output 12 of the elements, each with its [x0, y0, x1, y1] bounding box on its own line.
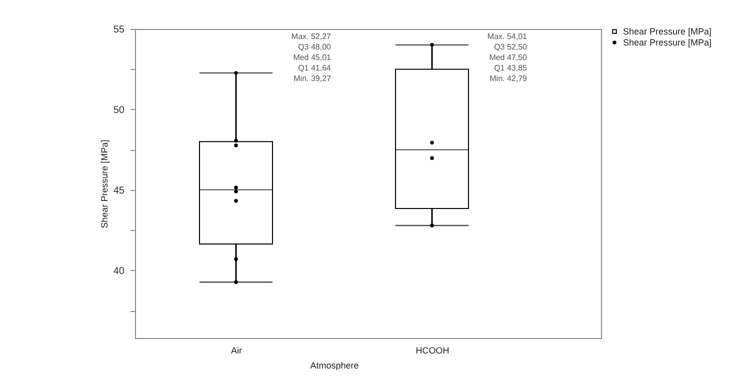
x-tick-label: HCOOH — [416, 346, 450, 356]
y-tick-label: 45 — [113, 185, 125, 196]
legend-label: Shear Pressure [MPa] — [623, 38, 712, 48]
y-tick-label: 50 — [113, 104, 125, 116]
y-tick-label: 55 — [113, 24, 125, 36]
annotation: Max. 54,01 Q3 52,50 Med 47,50 Q1 43,85 Min. 42,79 — [487, 32, 528, 83]
x-axis-title: Atmosphere — [310, 360, 359, 370]
y-tick-label: 40 — [113, 266, 125, 277]
legend-label: Shear Pressure [MPa] — [623, 26, 712, 36]
y-axis-title: Shear Pressure [MPa] — [99, 140, 110, 228]
x-tick-label: Air — [231, 346, 242, 356]
annotation: Max. 52,27 Q3 48,00 Med 45,01 Q1 41,64 Min. 39,27 — [291, 32, 332, 83]
